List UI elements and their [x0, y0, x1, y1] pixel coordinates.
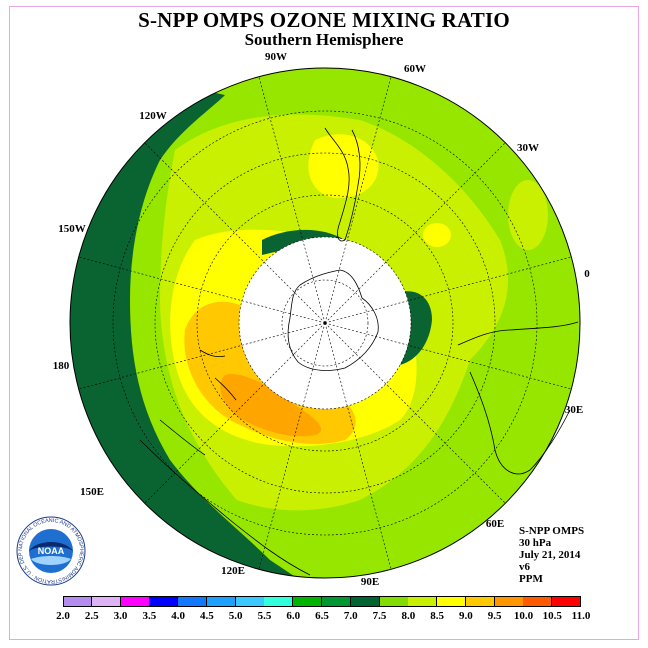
meridian-line [324, 76, 392, 324]
lon-label-120e: 120E [221, 565, 245, 577]
australia-coastline [139, 419, 311, 576]
field-lime-strip [132, 150, 280, 540]
colorbar-tick-label: 6.5 [315, 610, 329, 622]
colorbar-cell [523, 596, 553, 607]
graticule [78, 76, 572, 570]
contour-fields [70, 68, 580, 578]
map-subtitle: Southern Hemisphere [244, 30, 404, 49]
meridian-line [258, 322, 326, 570]
colorbar-tick-label: 9.0 [459, 610, 473, 622]
colorbar-cell [494, 596, 524, 607]
colorbar-tick-label: 11.0 [571, 610, 591, 622]
info-version: v6 [519, 561, 530, 573]
field-orange [220, 374, 322, 437]
colorbar-tick-label: 4.0 [171, 610, 185, 622]
colorbar-tick-label: 2.0 [56, 610, 70, 622]
meridian-line [324, 142, 506, 324]
colorbar-cell [322, 596, 351, 607]
lon-label-90e: 90E [360, 576, 380, 588]
meridian-lines [78, 76, 572, 570]
info-box: S-NPP OMPS 30 hPa July 21, 2014 v6 PPM [519, 525, 584, 585]
colorbar-cell [178, 596, 208, 607]
colorbar-cell [206, 596, 236, 607]
lon-label-90w: 90W [265, 51, 287, 63]
south-america-coastline [324, 127, 361, 242]
meridian-line [144, 322, 326, 504]
colorbar-tick-label: 6.0 [286, 610, 301, 622]
colorbar-tick-label: 3.0 [113, 610, 128, 622]
lon-label-150e: 150E [80, 486, 104, 498]
field-yellow-east [423, 223, 451, 247]
new-zealand-coastline [199, 349, 237, 401]
lon-label-60e: 60E [485, 518, 505, 530]
logo-text: NOAA [38, 546, 65, 556]
colorbar-tick-label: 5.0 [228, 610, 243, 622]
colorbar-tick-label: 4.5 [200, 610, 214, 622]
colorbar-tick-label: 10.5 [542, 610, 562, 622]
pole-dot [323, 321, 327, 325]
lon-label-180: 180 [52, 360, 70, 372]
field-dark-green-west [70, 68, 330, 578]
colorbar-tick-label: 8.5 [430, 610, 444, 622]
meridian-line [324, 322, 506, 504]
colorbar-tick-label: 7.5 [372, 610, 387, 622]
meridian-line [144, 142, 326, 324]
info-date: July 21, 2014 [519, 549, 581, 561]
coastlines [139, 127, 579, 576]
colorbar-cell [120, 596, 150, 607]
map-title: S-NPP OMPS OZONE MIXING RATIO [138, 8, 510, 32]
colorbar-cell [379, 596, 409, 607]
colorbar-cell [235, 596, 265, 607]
colorbar-cell [408, 596, 438, 607]
field-light-lime-30w [508, 180, 548, 250]
lon-label-30e: 30E [564, 404, 584, 416]
antarctica-coastline [287, 269, 379, 371]
meridian-line [324, 322, 572, 390]
logo-wave [31, 556, 71, 565]
field-yellow-north [308, 134, 379, 199]
lon-label-60w: 60W [404, 63, 426, 75]
meridian-line [258, 76, 326, 324]
latitude-circle-50s [154, 152, 496, 494]
meridian-line [324, 322, 392, 570]
colorbar-cell [293, 596, 323, 607]
colorbar-tick-label: 2.5 [84, 610, 99, 622]
meridian-line [78, 322, 326, 390]
colorbar-cell [91, 596, 121, 607]
lon-label-150w: 150W [58, 223, 86, 235]
colorbar-tick-label: 9.5 [487, 610, 502, 622]
lon-label-0: 0 [584, 268, 590, 280]
colorbar-cell [264, 596, 294, 607]
info-units: PPM [519, 573, 543, 585]
colorbar-tick-label: 10.0 [513, 610, 534, 622]
noaa-logo: NATIONAL OCEANIC AND ATMOSPHERIC ADMINIS… [15, 515, 86, 586]
colorbar-tick-label: 5.5 [257, 610, 272, 622]
colorbar-outline [63, 596, 581, 607]
colorbar-cell [465, 596, 495, 607]
map-outline [69, 67, 581, 579]
lon-label-120w: 120W [139, 110, 167, 122]
info-instrument: S-NPP OMPS [519, 525, 585, 537]
latitude-circle-60s [196, 194, 454, 452]
latitude-circle-70s [238, 236, 412, 410]
colorbar-cell [350, 596, 380, 607]
colorbar-tick-label: 7.0 [343, 610, 358, 622]
lon-label-30w: 30W [517, 142, 539, 154]
figure-frame [9, 6, 639, 640]
latitude-circle-80s [281, 279, 369, 367]
colorbar-cell [149, 596, 179, 607]
colorbar-tick-label: 8.0 [401, 610, 416, 622]
latitude-circle-40s [112, 110, 538, 536]
info-level: 30 hPa [519, 537, 552, 549]
colorbar-cell [437, 596, 467, 607]
logo-bird [29, 542, 73, 551]
africa-coastline [457, 321, 579, 475]
colorbar-tick-label: 3.5 [142, 610, 157, 622]
meridian-line [324, 256, 572, 324]
meridian-line [78, 256, 326, 324]
